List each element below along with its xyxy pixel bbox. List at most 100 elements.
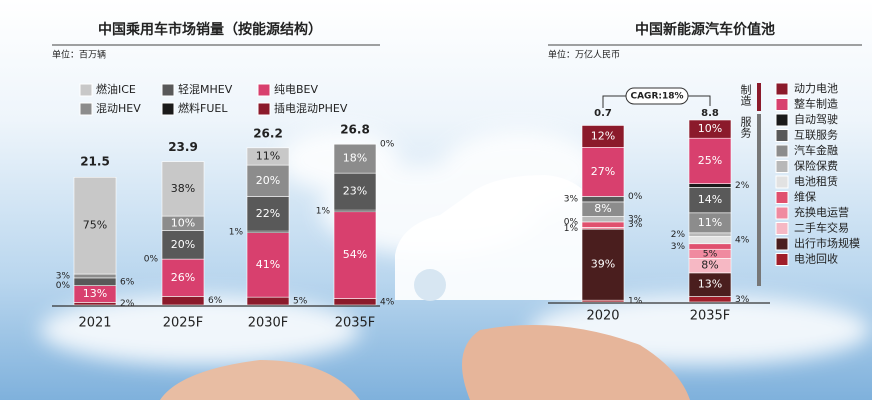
bar-segment (688, 232, 732, 237)
segment-label: 27% (591, 165, 615, 178)
chart-unit: 单位：万亿人民币 (548, 49, 620, 61)
segment-label: 11% (698, 216, 722, 229)
legend-label: 纯电BEV (274, 83, 318, 96)
segment-label: 1% (564, 224, 579, 234)
segment-label: 20% (171, 238, 195, 251)
segment-label: 3% (735, 295, 750, 305)
bar-segment (73, 302, 117, 306)
bar-segment (333, 143, 377, 174)
chart-title: 中国乘用车市场销量（按能源结构） (98, 21, 322, 38)
legend-swatch (79, 83, 93, 97)
legend-swatch (775, 82, 789, 96)
legend-swatch (775, 160, 789, 173)
segment-label: 4% (735, 236, 750, 246)
segment-label: 12% (591, 129, 615, 142)
bar-segment (688, 296, 732, 303)
bar-segment (688, 187, 732, 214)
segment-label: 3% (628, 220, 643, 230)
bar-segment (581, 216, 625, 223)
segment-label: 1% (229, 227, 244, 237)
segment-label: 2% (671, 230, 686, 240)
segment-label: 6% (120, 277, 135, 287)
legend-label: 插电混动PHEV (274, 101, 348, 115)
legend-label: 互联服务 (794, 129, 838, 142)
group-bracket (757, 83, 761, 111)
bar-segment (333, 298, 377, 306)
legend-swatch (79, 102, 93, 116)
segment-label: 1% (628, 297, 643, 307)
x-tick-label: 2035F (690, 309, 731, 324)
legend-label: 维保 (794, 190, 816, 204)
bar-segment (333, 211, 377, 299)
legend-swatch (775, 113, 789, 127)
car-wheel (414, 269, 446, 301)
legend-label: 轻混MHEV (178, 82, 233, 96)
bar-segment (688, 236, 732, 245)
legend-swatch (775, 237, 789, 251)
legend-swatch (257, 102, 271, 116)
bar-segment (161, 230, 205, 260)
legend-label: 燃油ICE (96, 82, 136, 96)
legend-label: 汽车金融 (794, 143, 838, 157)
legend-swatch (775, 175, 789, 189)
bar-segment (161, 161, 205, 217)
cagr-box (625, 87, 689, 105)
bar-total: 21.5 (80, 155, 110, 169)
bar-segment (581, 228, 625, 301)
legend-label: 充换电运营 (794, 205, 849, 219)
segment-label: 23% (343, 185, 367, 198)
segment-label: 26% (171, 271, 195, 284)
legend-label: 保险保费 (794, 159, 838, 173)
legend-label: 整车制造 (794, 97, 838, 111)
x-tick-label: 2030F (248, 316, 289, 331)
segment-label: 0% (564, 217, 579, 227)
segment-label: 5% (293, 297, 308, 307)
segment-label: 0% (380, 140, 395, 150)
segment-label: 10% (698, 122, 722, 135)
segment-label: 11% (256, 149, 280, 162)
bar-segment (581, 196, 625, 203)
segment-label: 10% (171, 216, 195, 229)
bar-segment (688, 183, 732, 188)
bar-segment (161, 296, 205, 306)
segment-label: 38% (171, 182, 195, 195)
bar-segment (688, 119, 732, 139)
segment-label: 2% (120, 299, 135, 309)
bar-segment (246, 196, 290, 232)
chart-title: 中国新能源汽车价值池 (635, 21, 775, 38)
segment-label: 18% (343, 152, 367, 165)
bar-segment (688, 243, 732, 250)
legend-swatch (775, 144, 789, 158)
segment-label: 1% (316, 206, 331, 216)
legend-swatch (257, 83, 271, 97)
x-tick-label: 2025F (163, 316, 204, 331)
legend-swatch (161, 102, 175, 116)
legend-swatch (775, 129, 789, 142)
segment-label: 3% (56, 271, 71, 281)
x-tick-label: 2035F (335, 316, 376, 331)
legend-label: 电池租赁 (794, 174, 838, 188)
segment-label: 13% (83, 287, 107, 300)
bar-total: 26.2 (253, 126, 283, 140)
segment-label: 0% (56, 281, 71, 291)
segment-label: 41% (256, 258, 280, 271)
segment-label: 3% (671, 242, 686, 252)
legend-swatch (775, 253, 789, 266)
legend-swatch (775, 206, 789, 220)
legend-label: 动力电池 (794, 82, 838, 95)
legend-label: 二手车交易 (794, 221, 849, 235)
bar-segment (581, 221, 625, 228)
segment-label: 3% (628, 215, 643, 225)
bar-segment (246, 232, 290, 298)
segment-label: 4% (380, 297, 395, 307)
segment-label: 2% (735, 181, 750, 191)
segment-label: 8% (594, 202, 611, 215)
segment-label: 14% (698, 193, 722, 206)
hand (462, 325, 690, 400)
bar-segment (246, 164, 290, 197)
legend-swatch (775, 222, 789, 235)
legend-label: 电池回收 (794, 252, 838, 266)
legend-label: 燃料FUEL (178, 101, 228, 115)
car-silhouette (395, 175, 600, 300)
